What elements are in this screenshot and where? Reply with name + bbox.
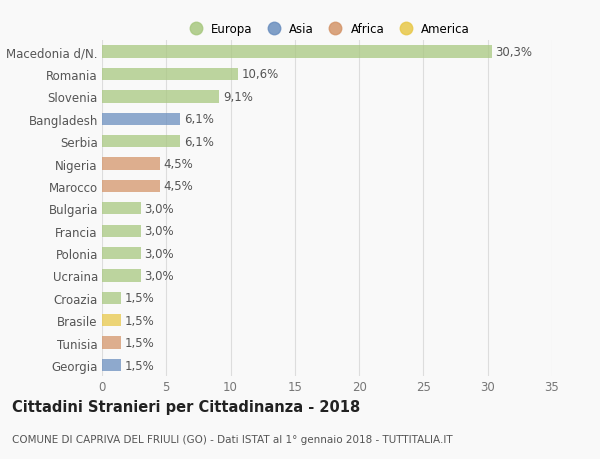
Text: COMUNE DI CAPRIVA DEL FRIULI (GO) - Dati ISTAT al 1° gennaio 2018 - TUTTITALIA.I: COMUNE DI CAPRIVA DEL FRIULI (GO) - Dati… [12,434,452,444]
Bar [102,203,140,215]
Bar [102,91,219,103]
Text: Cittadini Stranieri per Cittadinanza - 2018: Cittadini Stranieri per Cittadinanza - 2… [12,399,360,414]
Bar [102,314,121,327]
Bar [102,180,160,193]
Bar [102,225,140,237]
Bar [102,270,140,282]
Text: 6,1%: 6,1% [184,113,214,126]
Text: 9,1%: 9,1% [223,91,253,104]
Bar [102,136,181,148]
Text: 1,5%: 1,5% [125,336,155,349]
Bar [102,113,181,126]
Text: 30,3%: 30,3% [496,46,532,59]
Bar [102,69,238,81]
Text: 4,5%: 4,5% [164,158,193,171]
Text: 3,0%: 3,0% [145,225,174,238]
Text: 6,1%: 6,1% [184,135,214,148]
Bar [102,46,491,59]
Bar [102,359,121,371]
Text: 3,0%: 3,0% [145,202,174,215]
Text: 3,0%: 3,0% [145,269,174,282]
Text: 3,0%: 3,0% [145,247,174,260]
Text: 10,6%: 10,6% [242,68,280,81]
Text: 1,5%: 1,5% [125,292,155,305]
Text: 4,5%: 4,5% [164,180,193,193]
Legend: Europa, Asia, Africa, America: Europa, Asia, Africa, America [182,20,472,38]
Text: 1,5%: 1,5% [125,359,155,372]
Bar [102,247,140,260]
Bar [102,292,121,304]
Bar [102,337,121,349]
Bar [102,158,160,170]
Text: 1,5%: 1,5% [125,314,155,327]
